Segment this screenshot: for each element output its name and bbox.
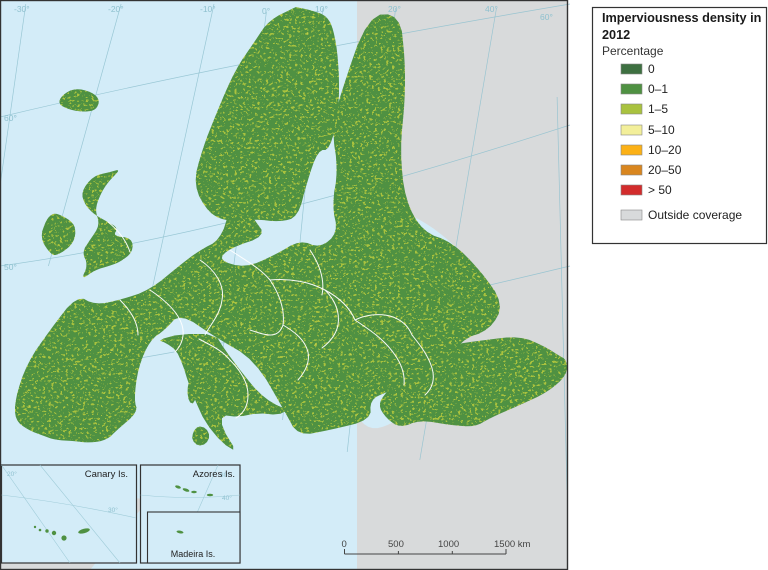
svg-text:1500 km: 1500 km [494, 539, 531, 550]
svg-text:-30°: -30° [14, 4, 30, 14]
svg-text:1000: 1000 [438, 539, 459, 550]
svg-text:Percentage: Percentage [602, 44, 664, 58]
svg-text:60°: 60° [4, 113, 17, 123]
svg-text:20–50: 20–50 [648, 163, 682, 177]
svg-text:Madeira Is.: Madeira Is. [171, 549, 216, 559]
svg-text:-10°: -10° [200, 4, 216, 14]
svg-text:Outside coverage: Outside coverage [648, 208, 742, 222]
svg-text:60°: 60° [540, 12, 553, 22]
svg-text:Azores Is.: Azores Is. [193, 469, 235, 480]
svg-text:-20°: -20° [108, 4, 124, 14]
svg-text:1–5: 1–5 [648, 102, 668, 116]
svg-text:20°: 20° [7, 470, 17, 478]
svg-text:50°: 50° [4, 262, 17, 272]
svg-text:30°: 30° [108, 506, 118, 514]
svg-text:40°: 40° [222, 494, 232, 502]
svg-text:0: 0 [342, 539, 347, 550]
svg-text:2012: 2012 [602, 28, 630, 42]
svg-text:5–10: 5–10 [648, 123, 675, 137]
svg-text:0: 0 [648, 62, 655, 76]
svg-text:40°: 40° [485, 4, 498, 14]
svg-text:Canary Is.: Canary Is. [85, 469, 128, 480]
svg-text:Imperviousness density in: Imperviousness density in [602, 11, 761, 25]
svg-text:0°: 0° [262, 6, 270, 16]
svg-text:10–20: 10–20 [648, 143, 682, 157]
svg-text:0–1: 0–1 [648, 82, 668, 96]
svg-text:500: 500 [388, 539, 404, 550]
svg-text:> 50: > 50 [648, 183, 672, 197]
svg-text:20°: 20° [388, 4, 401, 14]
